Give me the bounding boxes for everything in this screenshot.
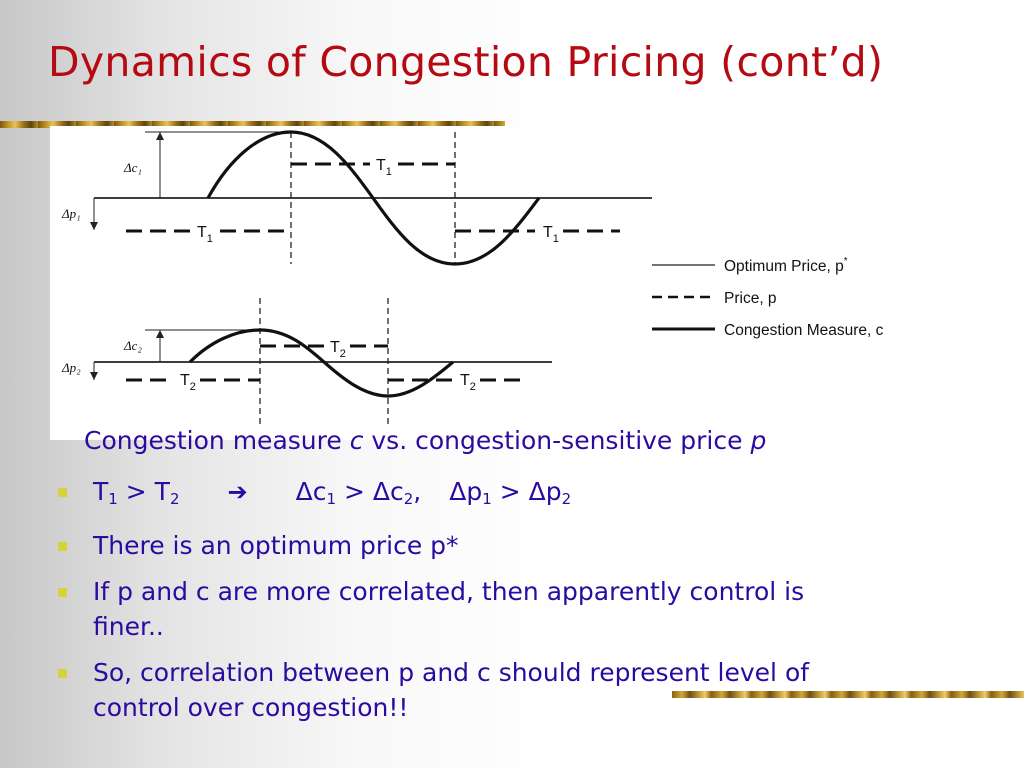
bottom-period-label-1: T2 bbox=[180, 372, 196, 393]
legend-optimum-label: Optimum Price, p* bbox=[724, 256, 848, 275]
bullet-marker bbox=[58, 588, 67, 597]
top-panel: Δc₁ Δp₁ T1 T1 T1 bbox=[61, 130, 652, 266]
top-dp-label: Δp₁ bbox=[61, 206, 81, 221]
bullet-optimum-price: There is an optimum price p* bbox=[56, 528, 996, 563]
bullet-marker bbox=[58, 488, 67, 497]
top-period-label-2: T1 bbox=[376, 157, 392, 178]
caption-var-p: p bbox=[750, 426, 767, 455]
caption-var-c: c bbox=[349, 426, 364, 455]
bottom-period-label-3: T2 bbox=[460, 372, 476, 393]
bottom-dc-label: Δc₂ bbox=[123, 338, 142, 353]
top-congestion-curve bbox=[206, 130, 541, 266]
legend-price-label: Price, p bbox=[724, 290, 777, 307]
decorative-stripe-bottom bbox=[672, 691, 1024, 698]
top-dc-arrowhead bbox=[156, 132, 164, 140]
bottom-dp-label: Δp₂ bbox=[61, 360, 81, 375]
bullet-comparison: T1 > T2 ➔ Δc1 > Δc2, Δp1 > Δp2 bbox=[56, 474, 996, 517]
bottom-panel: Δc₂ Δp₂ T2 T2 T2 bbox=[61, 298, 552, 428]
top-dp-arrowhead bbox=[90, 222, 98, 230]
figure-caption: Congestion measure c vs. congestion-sens… bbox=[84, 426, 766, 455]
top-dc-label: Δc₁ bbox=[123, 160, 142, 175]
bullet-marker bbox=[58, 542, 67, 551]
figure-svg: Δc₁ Δp₁ T1 T1 T1 Δc₂ Δp₂ T2 T2 bbox=[61, 130, 884, 428]
bottom-dc-arrowhead bbox=[156, 330, 164, 338]
implies-arrow-icon: ➔ bbox=[227, 478, 248, 506]
bullet-correlation-control: If p and c are more correlated, then app… bbox=[56, 574, 873, 644]
bullet-correlation-level: So, correlation between p and c should r… bbox=[56, 655, 893, 725]
top-period-label-1: T1 bbox=[197, 224, 213, 245]
bullet-text: If p and c are more correlated, then app… bbox=[93, 577, 805, 641]
pricing-dynamics-figure: Δc₁ Δp₁ T1 T1 T1 Δc₂ Δp₂ T2 T2 bbox=[50, 126, 960, 440]
bottom-congestion-curve bbox=[188, 328, 455, 398]
caption-text-mid: vs. congestion-sensitive price bbox=[363, 426, 751, 455]
bullet-list: T1 > T2 ➔ Δc1 > Δc2, Δp1 > Δp2 There is an … bbox=[56, 474, 996, 736]
bullet-text: So, correlation between p and c should r… bbox=[93, 658, 810, 722]
bullet-marker bbox=[58, 669, 67, 678]
caption-text: Congestion measure bbox=[84, 426, 350, 455]
figure-legend: Optimum Price, p* Price, p Congestion Me… bbox=[652, 256, 884, 339]
bullet-text: There is an optimum price p* bbox=[93, 531, 459, 560]
top-period-label-3: T1 bbox=[543, 224, 559, 245]
decorative-stripe-top bbox=[0, 121, 505, 128]
bottom-period-label-2: T2 bbox=[330, 339, 346, 360]
bottom-dp-arrowhead bbox=[90, 372, 98, 380]
legend-congestion-label: Congestion Measure, c bbox=[724, 322, 884, 339]
slide-title: Dynamics of Congestion Pricing (cont’d) bbox=[48, 38, 884, 86]
